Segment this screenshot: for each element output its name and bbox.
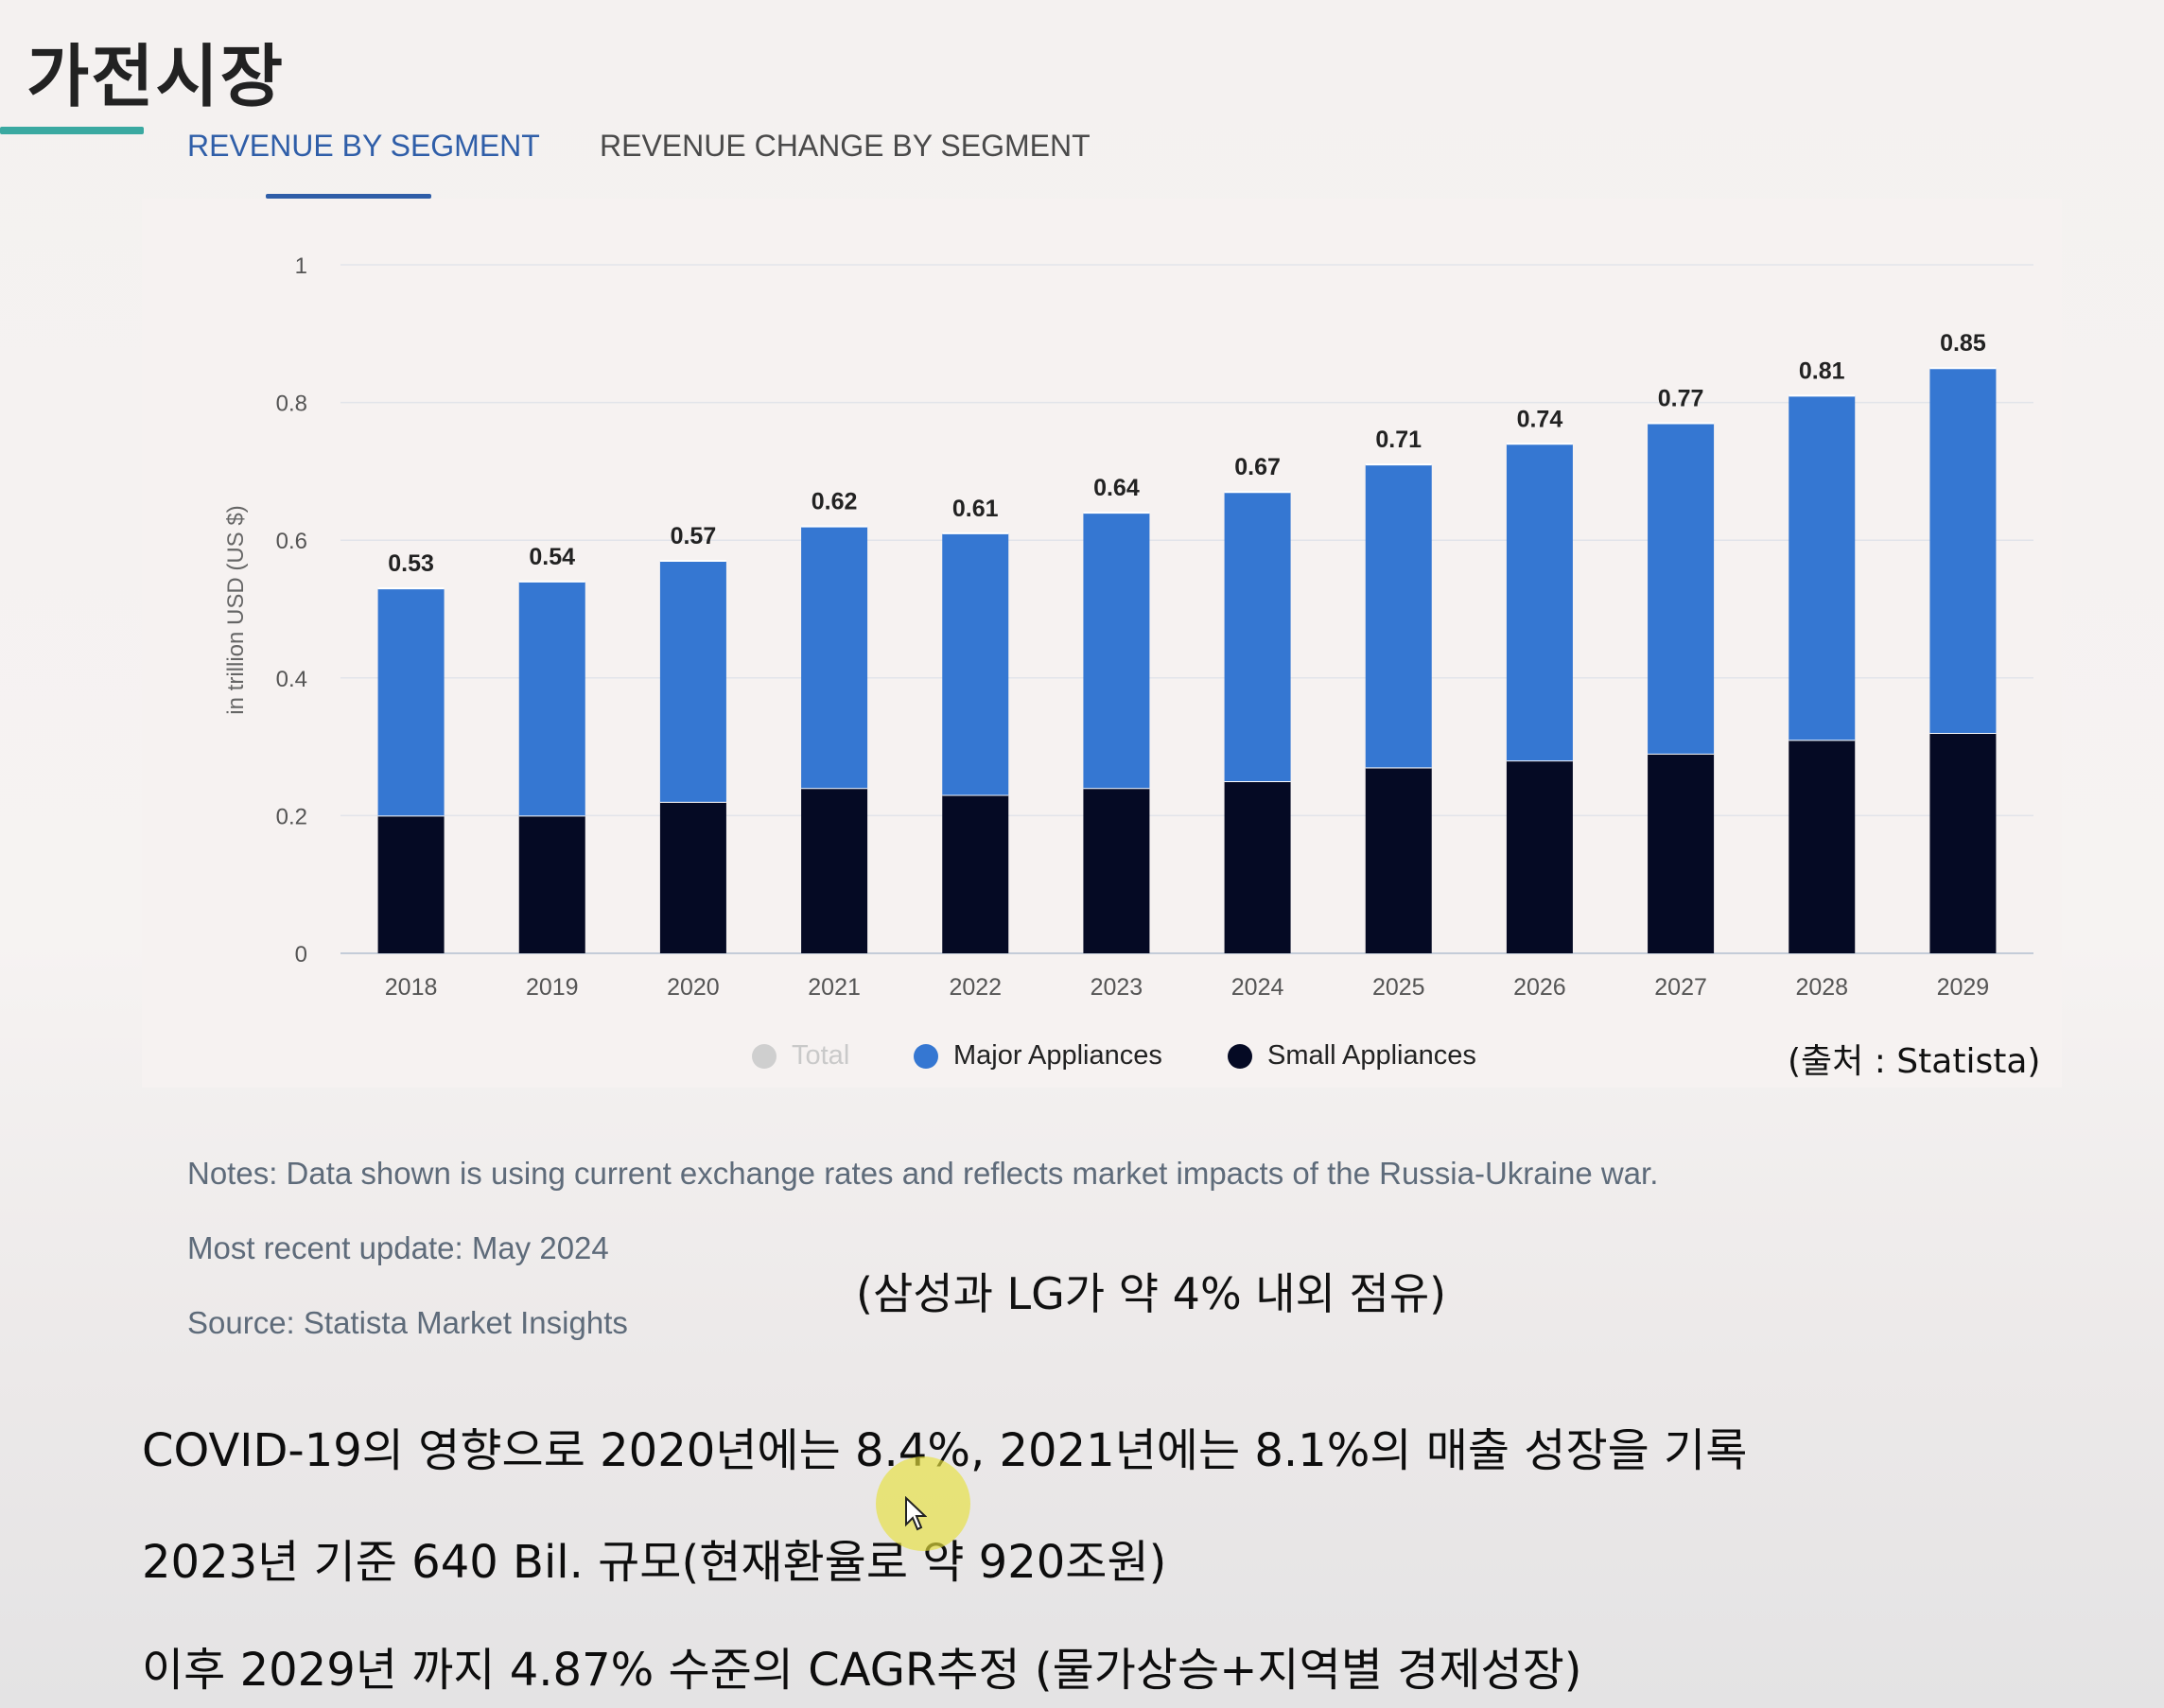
note-exchange-rates: Notes: Data shown is using current excha… bbox=[187, 1156, 1659, 1191]
legend-major-appliances[interactable]: Major Appliances bbox=[914, 1040, 1162, 1072]
bar-major-appliances bbox=[1789, 395, 1856, 741]
x-tick-label: 2029 bbox=[1937, 974, 1990, 1001]
legend-small-label: Small Appliances bbox=[1267, 1040, 1476, 1071]
note-source: Source: Statista Market Insights bbox=[187, 1305, 628, 1340]
title-underline bbox=[0, 127, 144, 134]
bar-major-appliances bbox=[377, 588, 445, 816]
source-label: (출처 : Statista) bbox=[1788, 1042, 2041, 1081]
total-data-label: 0.81 bbox=[1799, 357, 1845, 384]
x-tick-label: 2018 bbox=[385, 974, 438, 1001]
total-data-label: 0.62 bbox=[812, 489, 858, 515]
legend-major-dot bbox=[914, 1043, 938, 1069]
legend-small-appliances[interactable]: Small Appliances bbox=[1228, 1040, 1476, 1072]
note-update: Most recent update: May 2024 bbox=[187, 1230, 609, 1265]
legend-total-label: Total bbox=[792, 1040, 850, 1071]
x-tick-label: 2019 bbox=[526, 974, 579, 1001]
body-line-2023: 2023년 기준 640 Bil. 규모(현재환율로 약 920조원) bbox=[142, 1536, 1167, 1589]
y-tick-label: 0.8 bbox=[276, 392, 307, 417]
y-tick-label: 0.4 bbox=[276, 667, 307, 692]
x-tick-label: 2025 bbox=[1372, 974, 1425, 1001]
x-tick-label: 2021 bbox=[808, 974, 861, 1001]
total-data-label: 0.74 bbox=[1517, 406, 1563, 432]
bar-small-appliances bbox=[518, 815, 585, 953]
total-data-label: 0.54 bbox=[529, 544, 575, 570]
market-share-note: (삼성과 LG가 약 4% 내외 점유) bbox=[856, 1268, 1447, 1319]
bar-small-appliances bbox=[942, 794, 1009, 953]
x-tick-label: 2028 bbox=[1795, 974, 1848, 1001]
bar-major-appliances bbox=[1083, 513, 1150, 789]
body-line-cagr: 이후 2029년 까지 4.87% 수준의 CAGR추정 (물가상승+지역별 경… bbox=[142, 1644, 1582, 1697]
x-tick-label: 2026 bbox=[1513, 974, 1566, 1001]
bar-small-appliances bbox=[1789, 740, 1856, 953]
legend-total-dot bbox=[752, 1043, 777, 1069]
y-axis-label: in trillion USD (US $) bbox=[223, 505, 249, 714]
bar-small-appliances bbox=[1083, 788, 1150, 953]
bar-major-appliances bbox=[659, 561, 726, 802]
y-tick-label: 0 bbox=[295, 942, 307, 967]
bar-major-appliances bbox=[942, 532, 1009, 795]
bar-small-appliances bbox=[1224, 781, 1291, 953]
legend-major-label: Major Appliances bbox=[953, 1040, 1162, 1071]
bar-major-appliances bbox=[518, 581, 585, 816]
total-data-label: 0.64 bbox=[1093, 475, 1140, 501]
bar-small-appliances bbox=[659, 801, 726, 953]
total-data-label: 0.61 bbox=[952, 496, 999, 522]
x-tick-label: 2020 bbox=[667, 974, 720, 1001]
total-data-label: 0.71 bbox=[1375, 427, 1422, 453]
bar-small-appliances bbox=[1648, 753, 1715, 953]
bar-small-appliances bbox=[801, 788, 868, 953]
bar-major-appliances bbox=[801, 526, 868, 789]
total-data-label: 0.57 bbox=[671, 523, 717, 549]
x-tick-label: 2024 bbox=[1231, 974, 1284, 1001]
legend-total[interactable]: Total bbox=[752, 1040, 849, 1072]
bar-major-appliances bbox=[1929, 368, 1997, 734]
y-tick-label: 0.6 bbox=[276, 529, 307, 554]
bar-major-appliances bbox=[1365, 464, 1432, 768]
y-tick-label: 0.2 bbox=[276, 804, 307, 829]
bar-major-appliances bbox=[1224, 492, 1291, 781]
total-data-label: 0.67 bbox=[1234, 454, 1281, 480]
x-tick-label: 2022 bbox=[949, 974, 1002, 1001]
total-data-label: 0.77 bbox=[1658, 385, 1704, 411]
mouse-pointer-icon bbox=[905, 1496, 927, 1531]
tab-revenue-change-by-segment[interactable]: REVENUE CHANGE BY SEGMENT bbox=[600, 129, 1091, 163]
bar-small-appliances bbox=[1365, 767, 1432, 953]
active-tab-indicator bbox=[266, 194, 431, 199]
tab-revenue-by-segment[interactable]: REVENUE BY SEGMENT bbox=[187, 129, 540, 163]
page-title: 가전시장 bbox=[26, 37, 285, 116]
x-tick-label: 2027 bbox=[1654, 974, 1707, 1001]
legend-small-dot bbox=[1228, 1043, 1252, 1069]
bar-small-appliances bbox=[1506, 760, 1573, 953]
y-tick-label: 1 bbox=[295, 253, 307, 279]
cursor-highlight bbox=[876, 1456, 970, 1551]
total-data-label: 0.53 bbox=[388, 550, 434, 577]
total-data-label: 0.85 bbox=[1940, 330, 1986, 357]
bar-major-appliances bbox=[1648, 423, 1715, 754]
bar-small-appliances bbox=[377, 815, 445, 953]
bar-major-appliances bbox=[1506, 444, 1573, 761]
chart-panel: 0 0.2 0.4 0.6 0.8 1 in trillion USD (US $) 0.53… bbox=[142, 199, 2062, 1088]
x-tick-label: 2023 bbox=[1091, 974, 1143, 1001]
bar-small-appliances bbox=[1929, 733, 1997, 953]
